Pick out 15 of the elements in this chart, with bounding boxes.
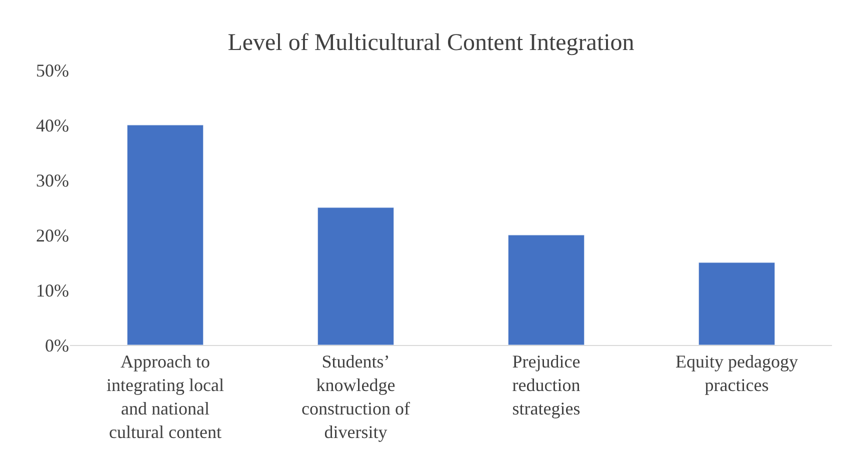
y-tick-label: 0% bbox=[45, 335, 69, 356]
bar bbox=[317, 207, 394, 345]
chart-title: Level of Multicultural Content Integration bbox=[228, 30, 634, 56]
bar bbox=[126, 124, 204, 345]
y-tick-label: 20% bbox=[36, 225, 69, 246]
y-tick-label: 30% bbox=[36, 170, 69, 190]
y-tick-label: 10% bbox=[36, 280, 69, 300]
bar bbox=[698, 262, 776, 345]
x-tick-label: Approach to integrating local and national cultural content bbox=[106, 352, 224, 442]
x-tick-label: Equity pedagogy practices bbox=[676, 352, 798, 395]
y-tick-label: 40% bbox=[36, 115, 69, 136]
x-tick-label: Prejudice reduction strategies bbox=[512, 352, 580, 418]
bar bbox=[508, 234, 585, 345]
y-tick-label: 50% bbox=[36, 60, 69, 80]
x-tick-label: Students’ knowledge construction of diversity bbox=[302, 352, 410, 442]
